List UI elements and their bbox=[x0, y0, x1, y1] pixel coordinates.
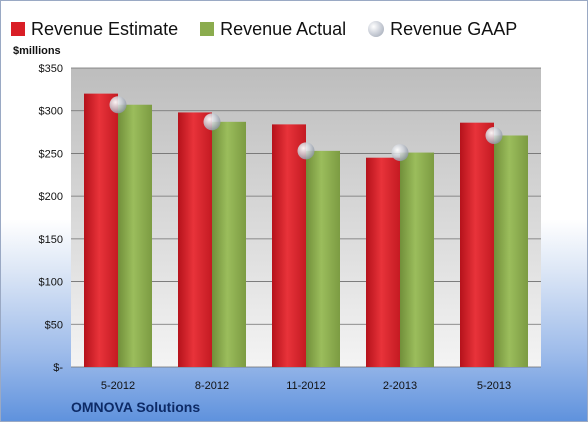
y-tick-label: $200 bbox=[39, 191, 63, 203]
x-tick-label: 11-2012 bbox=[286, 380, 326, 392]
y-tick-label: $150 bbox=[39, 234, 63, 246]
y-tick-label: $100 bbox=[39, 277, 63, 289]
legend-marker-gaap-icon bbox=[368, 21, 385, 37]
gaap-marker bbox=[297, 142, 315, 160]
bar-actual bbox=[494, 135, 528, 367]
y-tick-label: $250 bbox=[39, 148, 63, 160]
bar-estimate bbox=[460, 122, 494, 367]
y-tick-label: $50 bbox=[45, 319, 63, 331]
legend: Revenue Estimate Revenue Actual Revenue … bbox=[11, 15, 577, 43]
bar-estimate bbox=[84, 93, 118, 367]
bar-actual bbox=[400, 152, 434, 367]
bar-estimate bbox=[178, 112, 212, 368]
gaap-marker bbox=[203, 113, 221, 131]
y-axis-ticks: $- $50 $100 $150 $200 $250 $300 $350 bbox=[39, 63, 64, 374]
y-axis-unit-label: $millions bbox=[13, 45, 61, 57]
x-tick-label: 8-2012 bbox=[195, 380, 229, 392]
bars bbox=[84, 93, 528, 368]
x-tick-label: 5-2012 bbox=[101, 380, 135, 392]
gaap-marker bbox=[109, 96, 127, 114]
x-tick-label: 5-2013 bbox=[477, 380, 511, 392]
x-axis-ticks: 5-2012 8-2012 11-2012 2-2013 5-2013 bbox=[101, 380, 511, 392]
bar-actual bbox=[212, 121, 246, 367]
legend-item-gaap: Revenue GAAP bbox=[368, 19, 517, 40]
legend-label-gaap: Revenue GAAP bbox=[390, 18, 518, 39]
company-name: OMNOVA Solutions bbox=[71, 399, 201, 415]
x-tick-label: 2-2013 bbox=[383, 380, 417, 392]
gaap-markers bbox=[109, 96, 503, 162]
y-tick-label: $- bbox=[53, 362, 63, 374]
legend-item-estimate: Revenue Estimate bbox=[11, 19, 178, 40]
gaap-marker bbox=[391, 144, 409, 162]
y-tick-label: $300 bbox=[39, 106, 63, 118]
bar-actual bbox=[306, 150, 340, 367]
legend-swatch-actual bbox=[200, 22, 215, 36]
y-tick-label: $350 bbox=[39, 63, 63, 75]
legend-swatch-estimate bbox=[11, 22, 25, 36]
legend-label-actual: Revenue Actual bbox=[220, 18, 347, 39]
legend-label-estimate: Revenue Estimate bbox=[31, 18, 179, 39]
bar-estimate bbox=[366, 157, 400, 367]
gaap-marker bbox=[485, 126, 503, 144]
bar-estimate bbox=[272, 124, 306, 367]
bar-actual bbox=[118, 104, 152, 367]
legend-item-actual: Revenue Actual bbox=[200, 19, 346, 40]
